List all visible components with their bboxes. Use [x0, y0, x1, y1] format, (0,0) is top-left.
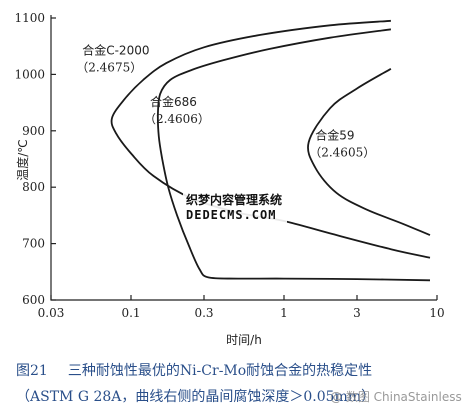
x-tick-label: 10 [429, 306, 444, 320]
y-tick-label: 800 [22, 180, 45, 194]
axis-frame [50, 15, 437, 301]
series-note-1: （2.4675） [76, 61, 142, 75]
series-line-1 [110, 19, 431, 259]
watermark-box [183, 190, 287, 223]
series-line-2 [156, 28, 431, 282]
series-label-2: 合金686 [150, 94, 197, 109]
x-tick-label: 0.03 [38, 306, 65, 320]
y-tick-label: 1000 [14, 67, 45, 81]
figure-title: 三种耐蚀性最优的Ni-Cr-Mo耐蚀合金的热稳定性 [67, 363, 373, 379]
figure-caption-line1: 图21 三种耐蚀性最优的Ni-Cr-Mo耐蚀合金的热稳定性 [16, 360, 372, 380]
series-note-3: （2.4605） [309, 145, 375, 159]
y-axis: 600 700 800 900 1000 1100 [14, 11, 56, 307]
chart: 600 700 800 900 1000 1100 0.03 0.1 0.3 1 3 10 温度/℃… [14, 11, 445, 347]
y-tick-label: 1100 [14, 11, 45, 25]
series-group [110, 19, 431, 282]
figure-caption-line2: （ASTM G 28A，曲线右侧的晶间腐蚀深度＞0.05mm） [16, 386, 375, 406]
x-axis-label: 时间/h [226, 333, 262, 347]
series-line-3 [307, 68, 431, 236]
y-axis-label: 温度/℃ [15, 139, 30, 181]
x-tick-label: 0.3 [194, 306, 213, 320]
series-label-1: 合金C-2000 [82, 43, 149, 58]
figure-subtitle: （ASTM G 28A，曲线右侧的晶间腐蚀深度＞0.05mm） [16, 389, 376, 405]
x-tick-label: 3 [353, 306, 361, 320]
x-tick-label: 0.1 [121, 306, 140, 320]
watermark-line2: DEDECMS.COM [186, 208, 276, 222]
x-tick-label: 1 [280, 306, 288, 320]
watermark-line1: 织梦内容管理系统 [186, 192, 282, 207]
series-label-3: 合金59 [315, 127, 354, 142]
figure-number: 图21 [16, 363, 48, 379]
y-tick-label: 700 [22, 237, 45, 251]
y-tick-label: 600 [22, 293, 45, 307]
x-axis: 0.03 0.1 0.3 1 3 10 [38, 295, 445, 320]
source-credit: @ 数图 ChinaStainless [330, 390, 462, 404]
y-tick-label: 900 [22, 124, 45, 138]
series-note-2: （2.4606） [144, 112, 210, 126]
series-labels: 合金C-2000 （2.4675） 合金686 （2.4606） 合金59 （2.4605… [76, 43, 375, 160]
